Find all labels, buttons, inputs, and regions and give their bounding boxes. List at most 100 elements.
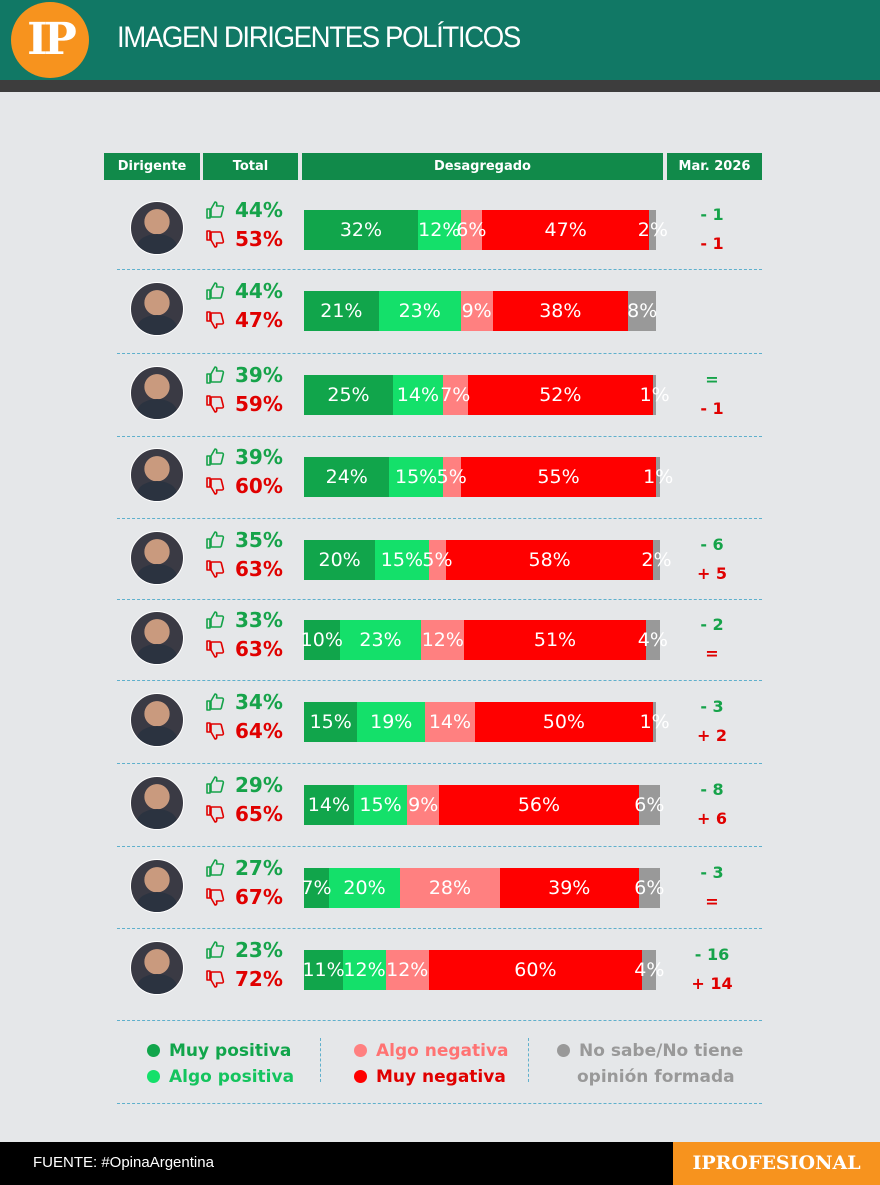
bar-value-label: 14% <box>428 711 472 733</box>
bar-segment <box>428 540 447 580</box>
bar-segment <box>304 457 390 497</box>
cambio-positiva: - 2 <box>700 615 724 634</box>
bar-segment <box>428 950 643 990</box>
bar-value-label: 6% <box>634 877 665 899</box>
bar-segment <box>304 950 344 990</box>
row-divider <box>117 680 762 681</box>
thumbs-up-icon <box>205 530 227 555</box>
total-positiva: 34% <box>205 690 283 717</box>
total-positiva-value: 35% <box>235 528 283 552</box>
stacked-bar: 32% 12% 6% 47% 2% <box>304 210 668 250</box>
total-negativa: 65% <box>205 802 283 829</box>
bar-segment <box>474 702 653 742</box>
legend-item-no-sabe: No sabe/No tiene <box>557 1038 743 1064</box>
row-divider <box>117 928 762 929</box>
total-negativa: 63% <box>205 637 283 664</box>
stacked-bar: 15% 19% 14% 50% 1% <box>304 702 670 742</box>
cambio-negativa: - 1 <box>700 234 724 253</box>
total-positiva-value: 33% <box>235 608 283 632</box>
bar-segment <box>417 210 461 250</box>
thumbs-up-icon <box>205 775 227 800</box>
stacked-bar: 25% 14% 7% 52% 1% <box>304 375 670 415</box>
bar-segment <box>638 868 660 908</box>
bar-value-label: 4% <box>637 629 668 651</box>
bar-segment <box>482 210 650 250</box>
bar-value-label: 10% <box>300 629 343 651</box>
politician-row: 44% 53% 32% 12% 6% 47% 2% - 1 - 1 <box>117 190 762 270</box>
bar-value-label: 11% <box>302 959 345 981</box>
total-positiva-value: 27% <box>235 856 283 880</box>
bar-value-label: 9% <box>461 300 492 322</box>
row-divider <box>117 763 762 764</box>
politician-row: 27% 67% 7% 20% 28% 39% 6% - 3 = <box>117 848 762 929</box>
bar-value-label: 15% <box>359 794 402 816</box>
header-divider <box>0 80 880 92</box>
bar-value-label: 23% <box>398 300 441 322</box>
avatar <box>130 611 184 665</box>
legend-dot-icon <box>557 1044 570 1057</box>
bar-segment <box>652 702 657 742</box>
bar-value-label: 56% <box>517 794 561 816</box>
bar-value-label: 2% <box>641 549 672 571</box>
bar-segment <box>446 540 653 580</box>
total-negativa-value: 59% <box>235 392 283 416</box>
legend-label: Muy negativa <box>376 1067 506 1087</box>
cambio-positiva: - 3 <box>700 863 724 882</box>
legend-positive: Muy positiva Algo positiva <box>147 1038 294 1090</box>
total-negativa-value: 53% <box>235 227 283 251</box>
bar-segment <box>389 457 443 497</box>
bar-segment <box>460 210 482 250</box>
bar-value-label: 12% <box>386 959 429 981</box>
bar-value-label: 47% <box>544 219 587 241</box>
bar-value-label: 38% <box>539 300 582 322</box>
total-negativa: 72% <box>205 967 283 994</box>
thumbs-down-icon <box>205 476 227 501</box>
bar-segment <box>627 291 657 331</box>
source-text: FUENTE: #OpinaArgentina <box>33 1154 214 1171</box>
legend-divider <box>528 1038 529 1082</box>
bar-segment <box>460 457 657 497</box>
politician-row: 39% 59% 25% 14% 7% 52% 1% = - 1 <box>117 355 762 437</box>
total-positiva-value: 44% <box>235 279 283 303</box>
bar-segment <box>442 375 468 415</box>
thumbs-down-icon <box>205 721 227 746</box>
bar-segment <box>304 785 354 825</box>
bar-value-label: 7% <box>301 877 332 899</box>
avatar <box>130 531 184 585</box>
bar-segment <box>407 785 440 825</box>
bar-value-label: 19% <box>370 711 413 733</box>
total-negativa-value: 63% <box>235 637 283 661</box>
total-positiva: 44% <box>205 279 283 306</box>
bar-value-label: 28% <box>428 877 472 899</box>
stacked-bar: 7% 20% 28% 39% 6% <box>301 868 664 908</box>
row-divider <box>117 846 762 847</box>
legend-dot-icon <box>354 1070 367 1083</box>
legend-dot-icon <box>147 1044 160 1057</box>
cambio-negativa: + 6 <box>696 809 728 828</box>
bar-segment <box>343 950 386 990</box>
legend-bottom-divider <box>117 1103 762 1104</box>
bar-segment <box>642 950 657 990</box>
row-divider <box>117 353 762 354</box>
legend-item-no-sabe-cont: opinión formada <box>557 1064 743 1090</box>
politician-row: 29% 65% 14% 15% 9% 56% 6% - 8 + 6 <box>117 765 762 847</box>
bar-value-label: 12% <box>343 959 386 981</box>
thumbs-up-icon <box>205 200 227 225</box>
bar-segment <box>649 210 657 250</box>
total-negativa: 59% <box>205 392 283 419</box>
total-negativa-value: 72% <box>235 967 283 991</box>
bar-value-label: 14% <box>396 384 440 406</box>
bar-segment <box>304 620 340 660</box>
stacked-bar: 20% 15% 5% 58% 2% <box>304 540 672 580</box>
total-positiva: 44% <box>205 198 283 225</box>
legend-negative: Algo negativa Muy negativa <box>354 1038 509 1090</box>
ip-logo: IP <box>11 2 89 78</box>
bar-segment <box>304 210 418 250</box>
bar-segment <box>304 868 329 908</box>
cambio-positiva: - 8 <box>700 780 724 799</box>
bar-value-label: 15% <box>380 549 424 571</box>
total-negativa-value: 47% <box>235 308 283 332</box>
bar-value-label: 4% <box>634 959 665 981</box>
bar-value-label: 25% <box>327 384 370 406</box>
bar-segment <box>439 785 639 825</box>
